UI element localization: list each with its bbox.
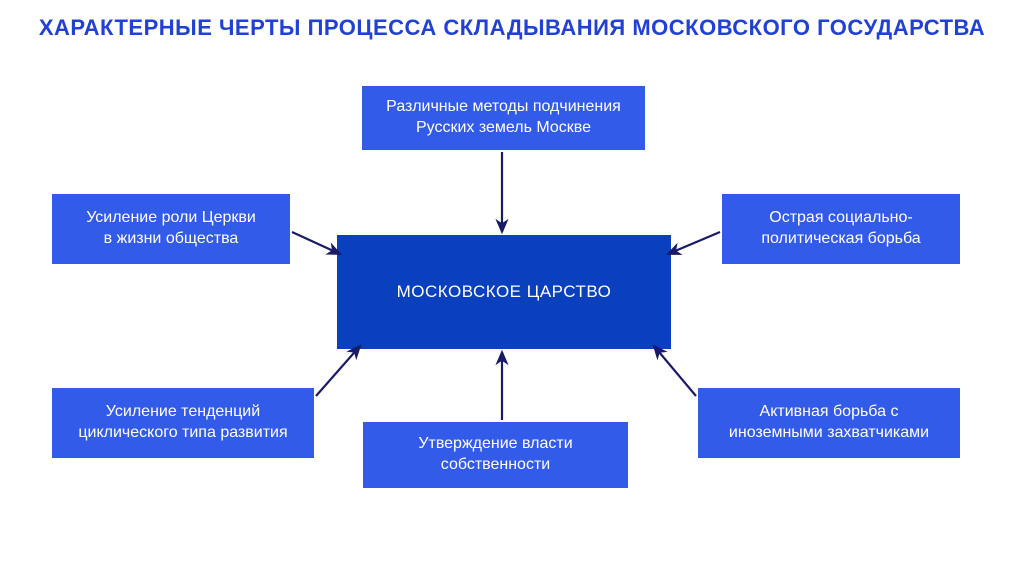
outer-node-left-lower: Усиление тенденций циклического типа раз…: [52, 388, 314, 458]
arrow-right-lower: [654, 346, 696, 396]
outer-node-label: Усиление тенденций циклического типа раз…: [78, 402, 287, 444]
outer-node-right-upper: Острая социально- политическая борьба: [722, 194, 960, 264]
arrow-left-lower: [316, 346, 360, 396]
outer-node-label: Острая социально- политическая борьба: [761, 208, 920, 250]
center-node: МОСКОВСКОЕ ЦАРСТВО: [337, 235, 671, 349]
center-node-label: МОСКОВСКОЕ ЦАРСТВО: [397, 282, 612, 302]
arrow-left-upper: [292, 232, 340, 254]
diagram-title: ХАРАКТЕРНЫЕ ЧЕРТЫ ПРОЦЕССА СКЛАДЫВАНИЯ М…: [0, 14, 1024, 42]
outer-node-label: Утверждение власти собственности: [418, 434, 572, 476]
outer-node-top: Различные методы подчинения Русских земе…: [362, 86, 645, 150]
outer-node-label: Различные методы подчинения Русских земе…: [386, 97, 621, 139]
outer-node-right-lower: Активная борьба с иноземными захватчикам…: [698, 388, 960, 458]
arrow-right-upper: [668, 232, 720, 254]
outer-node-label: Активная борьба с иноземными захватчикам…: [729, 402, 929, 444]
outer-node-label: Усиление роли Церкви в жизни общества: [86, 208, 256, 250]
outer-node-bottom: Утверждение власти собственности: [363, 422, 628, 488]
outer-node-left-upper: Усиление роли Церкви в жизни общества: [52, 194, 290, 264]
